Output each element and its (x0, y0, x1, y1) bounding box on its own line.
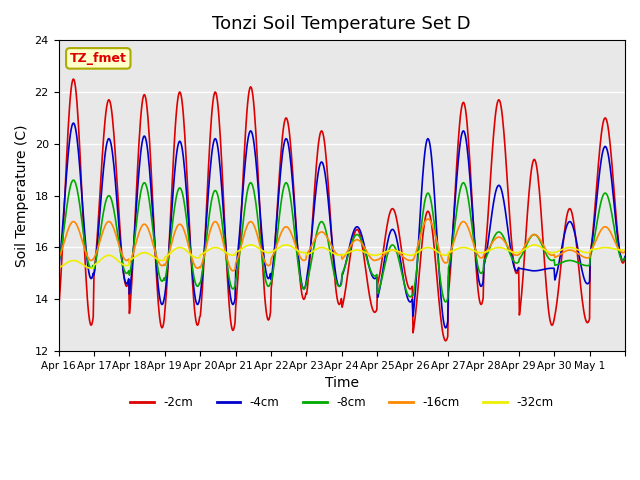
-16cm (275, 235, 283, 240)
-4cm (254, 181, 262, 187)
Line: -16cm: -16cm (58, 219, 625, 271)
-8cm (122, 270, 129, 276)
-16cm (621, 249, 629, 255)
-32cm (54, 265, 62, 271)
Legend: -2cm, -4cm, -8cm, -16cm, -32cm: -2cm, -4cm, -8cm, -16cm, -32cm (125, 391, 558, 414)
Line: -8cm: -8cm (58, 180, 625, 302)
-2cm (122, 282, 129, 288)
-8cm (70, 177, 77, 183)
-16cm (225, 263, 233, 268)
Line: -32cm: -32cm (58, 245, 625, 268)
-2cm (54, 307, 62, 313)
Y-axis label: Soil Temperature (C): Soil Temperature (C) (15, 124, 29, 267)
-32cm (276, 244, 284, 250)
Line: -4cm: -4cm (58, 123, 625, 328)
-2cm (70, 76, 77, 82)
-2cm (401, 270, 409, 276)
-2cm (442, 338, 449, 344)
-8cm (275, 214, 283, 219)
-32cm (433, 249, 441, 255)
-16cm (54, 255, 62, 261)
-2cm (226, 311, 234, 316)
-8cm (254, 217, 262, 223)
-4cm (226, 289, 234, 295)
-16cm (433, 240, 441, 246)
-4cm (442, 325, 449, 331)
-4cm (401, 284, 409, 290)
-4cm (621, 254, 629, 260)
-8cm (54, 260, 62, 265)
-32cm (402, 252, 410, 257)
-2cm (433, 272, 440, 277)
-32cm (255, 245, 262, 251)
-2cm (275, 173, 283, 179)
-4cm (433, 228, 440, 234)
-16cm (229, 268, 237, 274)
-16cm (254, 235, 262, 240)
-4cm (275, 184, 283, 190)
-8cm (433, 243, 440, 249)
-8cm (442, 299, 449, 305)
Title: Tonzi Soil Temperature Set D: Tonzi Soil Temperature Set D (212, 15, 471, 33)
-8cm (401, 283, 409, 289)
-32cm (87, 265, 95, 271)
-32cm (621, 247, 629, 253)
-16cm (401, 255, 409, 261)
-8cm (621, 255, 629, 261)
-2cm (621, 255, 629, 261)
-16cm (121, 257, 129, 263)
-2cm (254, 168, 262, 174)
-32cm (122, 263, 129, 268)
-4cm (70, 120, 77, 126)
-16cm (424, 216, 431, 222)
-32cm (246, 242, 254, 248)
Text: TZ_fmet: TZ_fmet (70, 52, 127, 65)
-32cm (226, 252, 234, 258)
-4cm (122, 280, 129, 286)
Line: -2cm: -2cm (58, 79, 625, 341)
-8cm (226, 279, 234, 285)
-4cm (54, 266, 62, 272)
X-axis label: Time: Time (324, 376, 359, 390)
